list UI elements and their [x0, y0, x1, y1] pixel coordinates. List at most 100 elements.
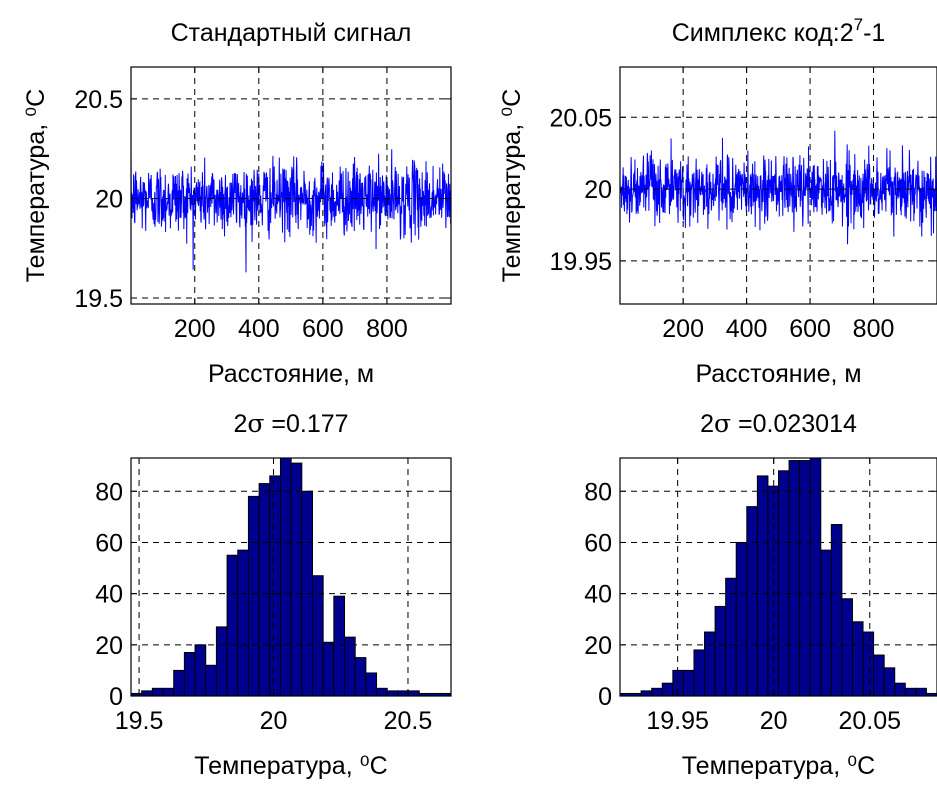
chart-title: Симплекс код:27-1 [672, 15, 886, 47]
histogram-bar [205, 664, 217, 697]
histogram-bar [376, 687, 388, 697]
y-tick-label: 80 [95, 478, 123, 506]
histogram-bar [640, 690, 653, 697]
x-tick-label: 800 [366, 315, 408, 343]
histogram-bar [162, 687, 175, 697]
histogram-bar [904, 687, 917, 697]
histogram-bar [141, 690, 153, 697]
histogram-bar [258, 483, 271, 697]
histogram-bar [735, 541, 748, 697]
histogram-bar [386, 690, 399, 697]
y-tick-label: 19.95 [549, 248, 612, 276]
histogram-bar [756, 475, 769, 697]
axes-frame [619, 66, 937, 305]
x-tick-label: 200 [174, 315, 216, 343]
y-tick-label: 20 [584, 632, 612, 660]
histogram-bar [151, 687, 164, 697]
chart-title-value: =0.023014 [731, 410, 857, 438]
histogram-bar [661, 682, 674, 697]
x-tick-label: 20 [760, 707, 788, 735]
histogram-bar [333, 595, 346, 697]
histogram-bar [693, 649, 706, 697]
histogram-bar [354, 657, 367, 697]
histogram-bar [322, 641, 335, 697]
y-tick-label: 20.05 [549, 104, 612, 132]
axes-frame [619, 457, 937, 697]
y-tick-label: 40 [584, 581, 612, 609]
x-axis-label: Расстояние, м [208, 360, 374, 388]
histogram-bar [799, 460, 811, 697]
histogram-bar [714, 605, 727, 697]
x-tick-label: 19.5 [115, 707, 164, 735]
x-tick-label: 600 [789, 315, 831, 343]
subplot-2: 200 400 600 800 19.95 20 20.05 Расстояние, м Тем… [498, 15, 937, 388]
histogram-bar [894, 682, 906, 697]
chart-title-value: =0.177 [264, 410, 348, 438]
histogram-bar [397, 690, 410, 697]
histogram-bar [215, 626, 228, 697]
histogram-bar [809, 457, 822, 697]
chart-title-superscript: 7 [854, 15, 863, 34]
chart-title: Стандартный сигнал [171, 19, 412, 47]
histogram-bar [365, 672, 378, 697]
x-tick-label: 400 [238, 315, 280, 343]
y-tick-label: 20 [95, 632, 123, 660]
chart-title-tail: -1 [863, 19, 885, 47]
chart-title: 2σ =0.177 [233, 409, 348, 438]
chart-title: 2σ =0.023014 [700, 409, 857, 438]
y-tick-label: 80 [584, 478, 612, 506]
histogram-bar [830, 524, 843, 697]
histogram-bar [746, 506, 758, 697]
x-tick-label: 19.95 [646, 707, 709, 735]
chart-title-sigma: σ [247, 409, 264, 438]
histogram-bar [173, 669, 185, 697]
x-tick-label: 20.05 [838, 707, 901, 735]
histogram-bar [862, 631, 875, 697]
histogram-bar [725, 577, 737, 697]
y-tick-label: 20 [584, 176, 612, 204]
y-axis-label: Температура, ⁰C [22, 89, 50, 282]
chart-title-prefix: 2 [700, 410, 714, 438]
y-tick-label: 40 [95, 581, 123, 609]
y-tick-label: 19.5 [74, 285, 123, 313]
x-tick-label: 20 [260, 707, 288, 735]
histogram-bar [704, 631, 716, 697]
x-axis-label: Температура, ⁰C [194, 752, 387, 780]
histogram-bar [682, 669, 695, 697]
histogram-bar [226, 554, 239, 697]
histogram-bar [915, 687, 927, 697]
y-tick-label: 60 [584, 529, 612, 557]
histogram-bar [883, 667, 896, 697]
histogram-bar [408, 690, 420, 697]
x-tick-label: 200 [662, 315, 704, 343]
chart-title-sigma: σ [714, 409, 731, 438]
histogram-bar [344, 636, 356, 697]
histogram-bar [873, 654, 885, 697]
y-tick-label: 20.5 [74, 86, 123, 114]
y-tick-label: 0 [598, 683, 612, 711]
chart-title-prefix: 2 [233, 410, 247, 438]
subplot-4: 19.95 20 20.05 0 20 40 60 80 Температура, ⁰C 2σ =… [584, 409, 937, 780]
x-tick-label: 20.5 [384, 707, 433, 735]
signal-line [619, 130, 937, 245]
axes-frame [130, 66, 452, 305]
histogram-bar [279, 457, 292, 697]
x-tick-label: 800 [853, 315, 895, 343]
histogram-bar [247, 495, 260, 697]
histogram-bar [841, 598, 853, 697]
x-tick-label: 600 [302, 315, 344, 343]
histogram-bar [851, 621, 864, 697]
histogram-bar [194, 644, 207, 697]
y-tick-label: 60 [95, 529, 123, 557]
y-tick-label: 20 [95, 185, 123, 213]
histogram-bar [237, 549, 249, 697]
histogram-bar [183, 651, 196, 697]
x-axis-label: Температура, ⁰C [682, 752, 875, 780]
subplot-1: 200 400 600 800 19.5 20 20.5 Расстояние, м Темпе… [22, 19, 452, 388]
subplot-3: 19.5 20 20.5 0 20 40 60 80 Температура, ⁰C 2σ =0.… [95, 409, 452, 780]
histogram-bar [788, 460, 801, 697]
histogram-bar [651, 687, 663, 697]
x-axis-label: Расстояние, м [695, 360, 861, 388]
histogram-bar [269, 475, 281, 697]
